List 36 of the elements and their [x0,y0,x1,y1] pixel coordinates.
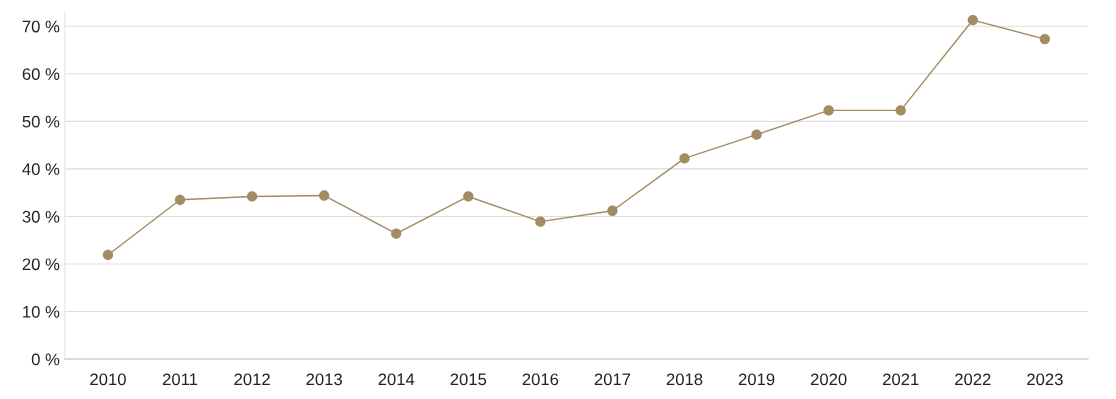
x-tick-label: 2019 [738,373,775,386]
y-tick-label: 40 % [22,163,60,176]
x-tick-label: 2010 [90,373,126,386]
x-tick-label: 2014 [378,373,415,386]
point [463,191,474,202]
point [319,190,330,201]
point [102,249,114,261]
point [823,105,834,116]
x-tick-label: 2013 [306,373,342,386]
y-tick-label: 70 % [22,20,60,33]
x-tick-label: 2017 [594,373,631,386]
x-tick-label: 2023 [1027,373,1063,386]
point [679,153,690,164]
x-tick-label: 2021 [883,373,919,386]
point [967,14,978,26]
point [751,129,762,140]
y-tick-label: 50 % [22,115,60,128]
x-tick-label: 2011 [162,373,198,386]
point [535,216,546,227]
y-tick-label: 30 % [22,210,60,223]
x-tick-label: 2020 [810,373,847,386]
point [174,194,186,205]
point [391,228,402,239]
x-tick-label: 2018 [666,373,703,386]
y-tick-label: 20 % [22,258,60,271]
y-tick-label: 10 % [23,305,60,318]
y-tick-label: 60 % [22,68,60,80]
y-tick-label: 0 % [31,353,60,366]
x-tick-label: 2012 [234,373,270,386]
point [1039,33,1051,45]
point [607,205,618,216]
x-tick-label: 2015 [450,373,487,386]
point [246,191,258,202]
point [895,105,906,116]
x-tick-label: 2022 [955,373,991,386]
x-tick-label: 2016 [522,373,559,386]
